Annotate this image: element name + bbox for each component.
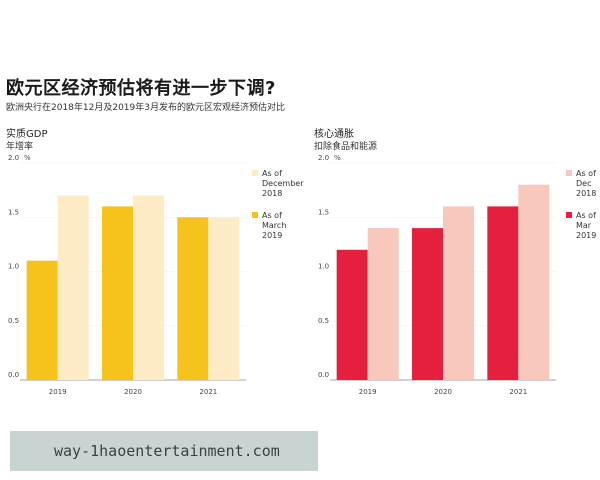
gdp-legend-label-1: December xyxy=(262,179,304,188)
gdp-bar-2020-series-1 xyxy=(133,195,164,380)
inflation-legend-label-1: Dec xyxy=(576,179,591,188)
gdp-legend-label-0: As of xyxy=(262,211,282,220)
inflation-y-tick-label: 0.0 xyxy=(318,371,329,379)
gdp-y-tick-label: 2.0 xyxy=(8,154,19,162)
gdp-bar-2021-series-1 xyxy=(208,217,240,380)
gdp-legend-label-0: 2019 xyxy=(262,231,282,240)
gdp-x-tick-label: 2020 xyxy=(124,388,142,396)
inflation-legend-swatch-0 xyxy=(566,212,572,218)
inflation-y-unit-label: % xyxy=(334,154,341,162)
page-title: 欧元区经济预估将有进一步下调? xyxy=(6,78,276,99)
inflation-x-tick-label: 2021 xyxy=(509,388,527,396)
inflation-bar-2019-series-0 xyxy=(336,249,368,380)
gdp-legend-swatch-0 xyxy=(252,212,258,218)
inflation-y-tick-label: 1.0 xyxy=(318,263,329,271)
gdp-y-tick-label: 1.0 xyxy=(8,263,19,271)
inflation-bar-2019-series-1 xyxy=(367,228,399,380)
inflation-legend-label-0: Mar xyxy=(576,221,592,230)
inflation-bar-2021-series-1 xyxy=(518,184,550,380)
page-subtitle: 欧洲央行在2018年12月及2019年3月发布的欧元区宏观经济预估对比 xyxy=(6,103,285,113)
inflation-legend-label-1: 2018 xyxy=(576,189,596,198)
inflation-bar-2021-series-0 xyxy=(487,206,519,380)
inflation-bar-2020-series-0 xyxy=(412,228,443,380)
gdp-chart-title: 实质GDP xyxy=(6,129,48,140)
inflation-legend-label-0: As of xyxy=(576,211,596,220)
gdp-legend-label-1: 2018 xyxy=(262,189,282,198)
gdp-chart-subtitle: 年增率 xyxy=(6,142,34,152)
gdp-y-tick-label: 0.5 xyxy=(8,317,19,325)
gdp-bar-2021-series-0 xyxy=(177,217,209,380)
inflation-legend-label-0: 2019 xyxy=(576,231,596,240)
inflation-x-tick-label: 2020 xyxy=(434,388,452,396)
inflation-legend-label-1: As of xyxy=(576,169,596,178)
inflation-y-tick-label: 1.5 xyxy=(318,208,329,216)
inflation-legend-swatch-1 xyxy=(566,170,572,176)
gdp-bar-2019-series-1 xyxy=(57,195,89,380)
gdp-y-tick-label: 1.5 xyxy=(8,208,19,216)
inflation-bar-2020-series-1 xyxy=(443,206,474,380)
gdp-y-tick-label: 0.0 xyxy=(8,371,19,379)
inflation-x-tick-label: 2019 xyxy=(359,388,377,396)
inflation-chart-title: 核心通胀 xyxy=(314,129,354,140)
gdp-legend-swatch-1 xyxy=(252,170,258,176)
inflation-y-tick-label: 0.5 xyxy=(318,317,329,325)
inflation-y-tick-label: 2.0 xyxy=(318,154,329,162)
gdp-y-unit-label: % xyxy=(24,154,31,162)
gdp-x-tick-label: 2019 xyxy=(49,388,67,396)
inflation-chart-subtitle: 扣除食品和能源 xyxy=(314,142,378,152)
gdp-legend-label-0: March xyxy=(262,221,286,230)
gdp-bar-2020-series-0 xyxy=(102,206,133,380)
gdp-bar-2019-series-0 xyxy=(26,260,58,380)
gdp-legend-label-1: As of xyxy=(262,169,282,178)
gdp-x-tick-label: 2021 xyxy=(199,388,217,396)
watermark-banner: way-1haoentertainment.com xyxy=(10,431,318,471)
